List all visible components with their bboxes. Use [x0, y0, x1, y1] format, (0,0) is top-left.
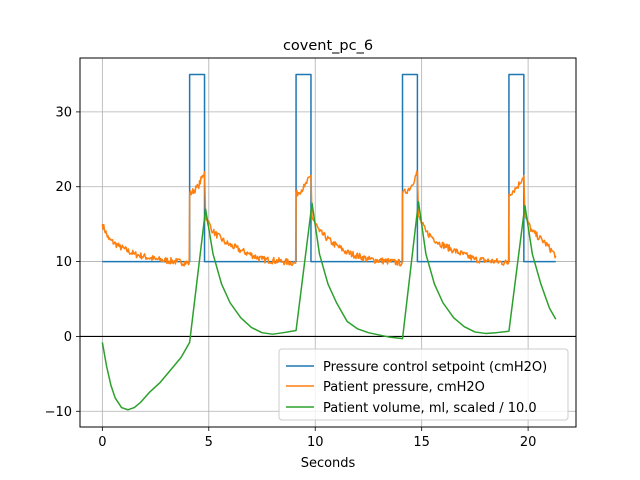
y-tick-label: 30 — [55, 105, 72, 120]
plot-frame — [79, 57, 577, 428]
legend-label-volume: Patient volume, ml, scaled / 10.0 — [323, 401, 537, 416]
series-line-pressure — [101, 170, 557, 267]
y-ticks: −10 0 10 20 30 — [45, 105, 80, 420]
legend-label-pressure: Patient pressure, cmH2O — [323, 380, 485, 395]
y-tick-label: 10 — [55, 255, 72, 270]
x-tick-label: 20 — [520, 435, 537, 450]
y-tick-label: 20 — [55, 180, 72, 195]
x-tick-label: 0 — [98, 435, 106, 450]
x-tick-label: 10 — [307, 435, 324, 450]
legend-box — [278, 348, 569, 421]
series-line-setpoint — [102, 73, 556, 263]
chart-title: covent_pc_6 — [283, 38, 373, 54]
legend: Pressure control setpoint (cmH2O) Patien… — [278, 348, 569, 421]
legend-label-setpoint: Pressure control setpoint (cmH2O) — [323, 360, 547, 375]
series-group — [101, 73, 557, 411]
y-tick-label: 0 — [64, 330, 72, 345]
series-line-volume — [101, 200, 557, 411]
x-tick-label: 15 — [413, 435, 430, 450]
x-ticks: 0 5 10 15 20 — [98, 427, 536, 450]
y-tick-label: −10 — [45, 405, 72, 420]
x-tick-label: 5 — [205, 435, 213, 450]
x-axis-label: Seconds — [301, 456, 356, 471]
